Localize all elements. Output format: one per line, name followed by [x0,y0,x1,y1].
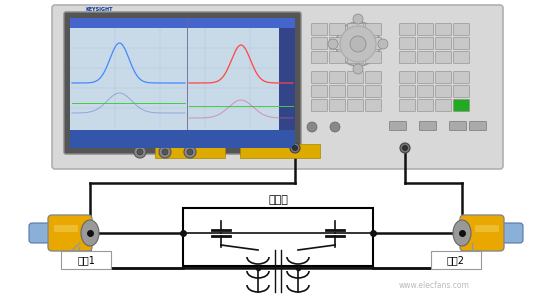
FancyBboxPatch shape [61,251,111,269]
FancyBboxPatch shape [418,72,433,83]
Circle shape [350,36,366,52]
FancyBboxPatch shape [330,100,346,111]
Text: www.elecfans.com: www.elecfans.com [399,281,470,290]
FancyBboxPatch shape [70,18,295,28]
FancyBboxPatch shape [347,86,363,97]
FancyBboxPatch shape [366,86,382,97]
FancyBboxPatch shape [418,100,433,111]
FancyBboxPatch shape [418,86,433,97]
FancyBboxPatch shape [347,72,363,83]
FancyBboxPatch shape [495,223,523,243]
FancyBboxPatch shape [54,225,78,232]
FancyBboxPatch shape [435,100,452,111]
FancyBboxPatch shape [311,38,327,49]
FancyBboxPatch shape [418,52,433,63]
Text: 被測件: 被測件 [268,195,288,205]
FancyBboxPatch shape [311,72,327,83]
FancyBboxPatch shape [454,86,469,97]
FancyBboxPatch shape [435,38,452,49]
FancyBboxPatch shape [435,86,452,97]
FancyBboxPatch shape [64,12,301,154]
Circle shape [378,39,388,49]
FancyBboxPatch shape [240,144,320,158]
FancyBboxPatch shape [70,130,295,148]
FancyBboxPatch shape [366,52,382,63]
FancyBboxPatch shape [311,86,327,97]
FancyBboxPatch shape [435,52,452,63]
Ellipse shape [81,220,99,246]
FancyBboxPatch shape [399,86,416,97]
Circle shape [340,26,376,62]
FancyBboxPatch shape [399,52,416,63]
Text: KEYSIGHT: KEYSIGHT [85,7,112,12]
Circle shape [184,146,196,158]
FancyBboxPatch shape [347,24,363,35]
FancyBboxPatch shape [399,24,416,35]
FancyBboxPatch shape [389,122,407,131]
FancyBboxPatch shape [311,24,327,35]
FancyBboxPatch shape [155,144,225,158]
FancyBboxPatch shape [48,215,92,251]
Circle shape [137,149,143,155]
FancyBboxPatch shape [70,18,295,148]
Circle shape [307,122,317,132]
FancyBboxPatch shape [347,100,363,111]
Text: 端口1: 端口1 [77,255,95,265]
FancyBboxPatch shape [366,100,382,111]
Circle shape [187,149,193,155]
FancyBboxPatch shape [330,38,346,49]
FancyBboxPatch shape [454,52,469,63]
FancyBboxPatch shape [399,38,416,49]
FancyBboxPatch shape [419,122,437,131]
FancyBboxPatch shape [454,72,469,83]
FancyBboxPatch shape [347,38,363,49]
Circle shape [134,146,146,158]
FancyBboxPatch shape [460,215,504,251]
FancyBboxPatch shape [454,38,469,49]
FancyBboxPatch shape [183,208,373,266]
FancyBboxPatch shape [435,24,452,35]
FancyBboxPatch shape [330,24,346,35]
FancyBboxPatch shape [366,24,382,35]
Circle shape [162,149,168,155]
FancyBboxPatch shape [454,100,469,111]
Circle shape [293,145,297,150]
FancyBboxPatch shape [418,38,433,49]
FancyBboxPatch shape [399,72,416,83]
FancyBboxPatch shape [469,122,486,131]
Circle shape [159,146,171,158]
FancyBboxPatch shape [347,52,363,63]
FancyBboxPatch shape [29,223,57,243]
Circle shape [353,14,363,24]
Circle shape [353,64,363,74]
FancyBboxPatch shape [399,100,416,111]
FancyBboxPatch shape [431,251,481,269]
FancyBboxPatch shape [311,52,327,63]
FancyBboxPatch shape [52,5,503,169]
FancyBboxPatch shape [449,122,466,131]
FancyBboxPatch shape [418,24,433,35]
FancyBboxPatch shape [279,28,295,130]
Circle shape [403,145,408,150]
FancyBboxPatch shape [330,72,346,83]
FancyBboxPatch shape [475,225,499,232]
Circle shape [328,39,338,49]
FancyBboxPatch shape [435,72,452,83]
Text: 端口2: 端口2 [447,255,465,265]
FancyBboxPatch shape [366,38,382,49]
FancyBboxPatch shape [330,86,346,97]
FancyBboxPatch shape [311,100,327,111]
FancyBboxPatch shape [366,72,382,83]
Ellipse shape [453,220,471,246]
Circle shape [290,143,300,153]
FancyBboxPatch shape [330,52,346,63]
FancyBboxPatch shape [454,24,469,35]
Circle shape [400,143,410,153]
Circle shape [336,22,380,66]
Circle shape [330,122,340,132]
